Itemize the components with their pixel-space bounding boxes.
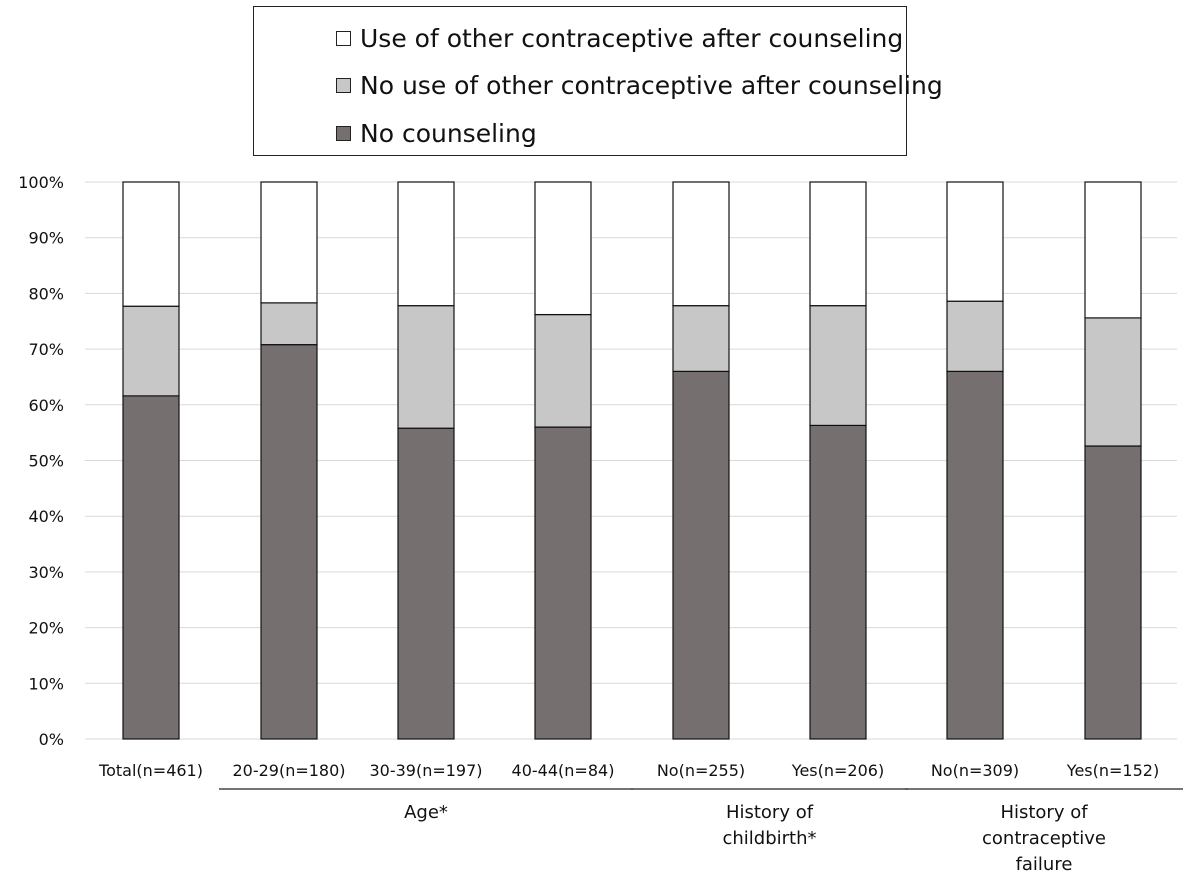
legend-swatch-dark-gray: [336, 125, 351, 141]
legend-item-no-counseling: No counseling: [336, 118, 537, 148]
bar-segment-no-counseling: [809, 424, 867, 740]
group-label: contraceptive: [982, 828, 1106, 849]
bar-segment-use-of-other-contraceptive-after-counseling: [809, 181, 867, 307]
legend-item-use-after-counseling: Use of other contraceptive after counsel…: [336, 23, 903, 53]
bar-segment-no-use-of-other-contraceptive-after-counseling: [672, 305, 730, 372]
bar-segment-no-counseling: [397, 427, 455, 740]
bar-segment-no-counseling: [1084, 445, 1142, 740]
x-axis-labels: Total(n=461) 20-29(n=180) 30-39(n=197) 40-4…: [98, 761, 1159, 780]
bar-segment-use-of-other-contraceptive-after-counseling: [672, 181, 730, 307]
bar-segment-use-of-other-contraceptive-after-counseling: [946, 181, 1004, 302]
bar-stack: [1084, 181, 1142, 740]
bar-segment-use-of-other-contraceptive-after-counseling: [122, 181, 180, 307]
gridlines: [85, 181, 1177, 740]
bars: [122, 181, 1142, 740]
legend: Use of other contraceptive after counsel…: [253, 6, 943, 156]
x-category-label: 40-44(n=84): [512, 761, 615, 780]
bar-stack: [397, 181, 455, 740]
x-category-label: Yes(n=152): [1066, 761, 1159, 780]
bar-segment-no-use-of-other-contraceptive-after-counseling: [946, 300, 1004, 372]
bar-segment-no-counseling: [260, 344, 318, 740]
group-label: Age*: [404, 802, 448, 823]
x-category-label: 30-39(n=197): [369, 761, 482, 780]
x-category-label: No(n=309): [931, 761, 1019, 780]
bar-segment-use-of-other-contraceptive-after-counseling: [397, 181, 455, 307]
x-category-label: 20-29(n=180): [232, 761, 345, 780]
group-label: History of: [726, 802, 814, 823]
group-label: History of: [1000, 802, 1088, 823]
bar-stack: [946, 181, 1004, 740]
y-tick-label: 40%: [28, 507, 64, 526]
x-category-label: Total(n=461): [98, 761, 203, 780]
group-label: childbirth*: [722, 828, 816, 849]
bar-segment-use-of-other-contraceptive-after-counseling: [534, 181, 592, 316]
y-tick-label: 20%: [28, 619, 64, 638]
y-axis-ticks: 0% 10% 20% 30% 40% 50% 60% 70% 80% 90% 100%: [18, 173, 64, 749]
bar-segment-use-of-other-contraceptive-after-counseling: [1084, 181, 1142, 319]
y-tick-label: 60%: [28, 396, 64, 415]
legend-label: Use of other contraceptive after counsel…: [360, 23, 904, 53]
legend-label: No counseling: [360, 118, 537, 148]
legend-swatch-white: [336, 30, 351, 46]
bar-stack: [809, 181, 867, 740]
y-tick-label: 10%: [28, 674, 64, 693]
x-category-label: No(n=255): [657, 761, 745, 780]
legend-label: No use of other contraceptive after coun…: [360, 70, 943, 100]
bar-segment-no-counseling: [672, 370, 730, 740]
bar-stack: [260, 181, 318, 740]
bar-segment-no-use-of-other-contraceptive-after-counseling: [397, 305, 455, 429]
bar-segment-no-use-of-other-contraceptive-after-counseling: [534, 313, 592, 428]
bar-segment-no-use-of-other-contraceptive-after-counseling: [1084, 317, 1142, 447]
bar-segment-no-counseling: [122, 395, 180, 740]
bar-segment-no-counseling: [534, 426, 592, 740]
y-tick-label: 100%: [18, 173, 64, 192]
bar-segment-no-use-of-other-contraceptive-after-counseling: [260, 302, 318, 346]
x-category-label: Yes(n=206): [791, 761, 884, 780]
y-tick-label: 0%: [39, 730, 64, 749]
bar-segment-no-use-of-other-contraceptive-after-counseling: [809, 305, 867, 427]
bar-stack: [122, 181, 180, 740]
y-tick-label: 70%: [28, 340, 64, 359]
group-labels: Age* History of childbirth* History of contr…: [219, 788, 1183, 875]
bar-segment-no-use-of-other-contraceptive-after-counseling: [122, 305, 180, 397]
bar-stack: [672, 181, 730, 740]
y-tick-label: 50%: [28, 452, 64, 471]
y-tick-label: 30%: [28, 563, 64, 582]
y-tick-label: 90%: [28, 229, 64, 248]
bar-stack: [534, 181, 592, 740]
bar-segment-no-counseling: [946, 370, 1004, 740]
y-tick-label: 80%: [28, 284, 64, 303]
legend-item-no-use-after-counseling: No use of other contraceptive after coun…: [336, 70, 943, 100]
legend-swatch-light-gray: [336, 77, 351, 93]
bar-segment-use-of-other-contraceptive-after-counseling: [260, 181, 318, 304]
group-label: failure: [1016, 854, 1073, 875]
